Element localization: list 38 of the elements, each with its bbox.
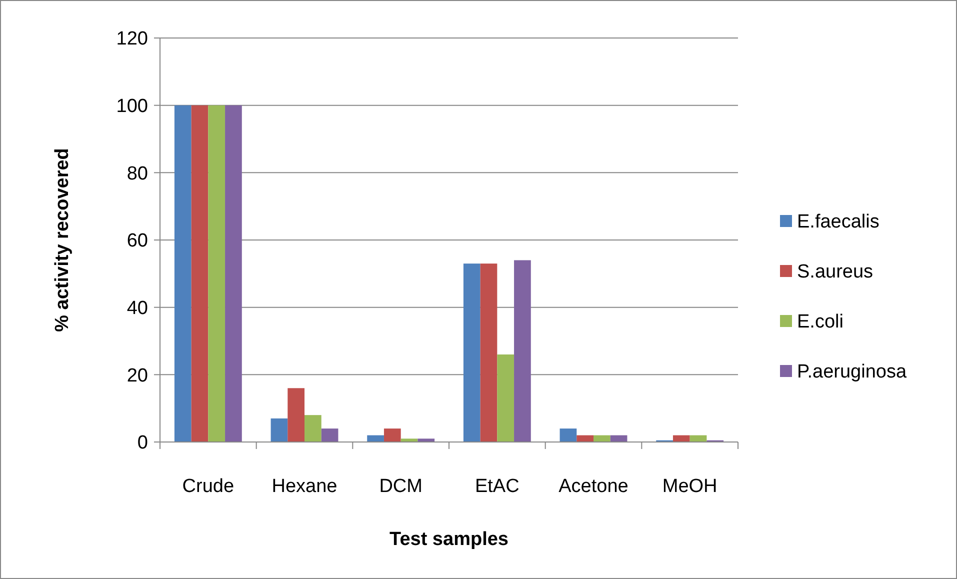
x-tick-label: Acetone <box>558 476 628 497</box>
y-tick-label: 0 <box>137 432 148 454</box>
bar <box>270 418 288 442</box>
legend-label: E.coli <box>797 312 844 333</box>
bar <box>463 264 480 442</box>
y-tick-label: 60 <box>126 230 148 252</box>
bar <box>191 105 208 442</box>
bar <box>367 435 384 442</box>
x-tick-label: DCM <box>379 476 422 497</box>
bar <box>576 435 594 442</box>
bar <box>514 260 531 442</box>
y-tick-label: 40 <box>126 298 148 319</box>
legend-label: P.aeruginosa <box>797 362 907 383</box>
x-tick-label: Crude <box>182 476 234 497</box>
bar <box>497 354 514 442</box>
bar <box>480 264 498 442</box>
legend-label: S.aureus <box>797 262 874 283</box>
x-tick-label: MeOH <box>662 476 718 497</box>
bar <box>321 428 338 442</box>
bar <box>174 105 192 442</box>
x-tick-label: EtAC <box>474 476 520 497</box>
bar <box>208 105 226 442</box>
bar <box>594 435 610 442</box>
x-axis-title: Test samples <box>390 529 508 550</box>
x-tick-label: Hexane <box>272 476 338 497</box>
bar <box>418 438 435 442</box>
bar <box>672 435 690 442</box>
bar <box>225 105 242 442</box>
y-axis-title: % activity recovered <box>52 148 73 332</box>
bar <box>560 428 577 442</box>
bar <box>288 388 304 442</box>
bar <box>384 428 401 442</box>
y-tick-label: 100 <box>116 96 148 117</box>
y-tick-label: 20 <box>126 365 148 386</box>
y-tick-label: 80 <box>126 163 148 184</box>
y-tick-label: 120 <box>116 28 148 50</box>
bar <box>304 415 322 442</box>
legend-label: E.faecalis <box>797 212 880 233</box>
